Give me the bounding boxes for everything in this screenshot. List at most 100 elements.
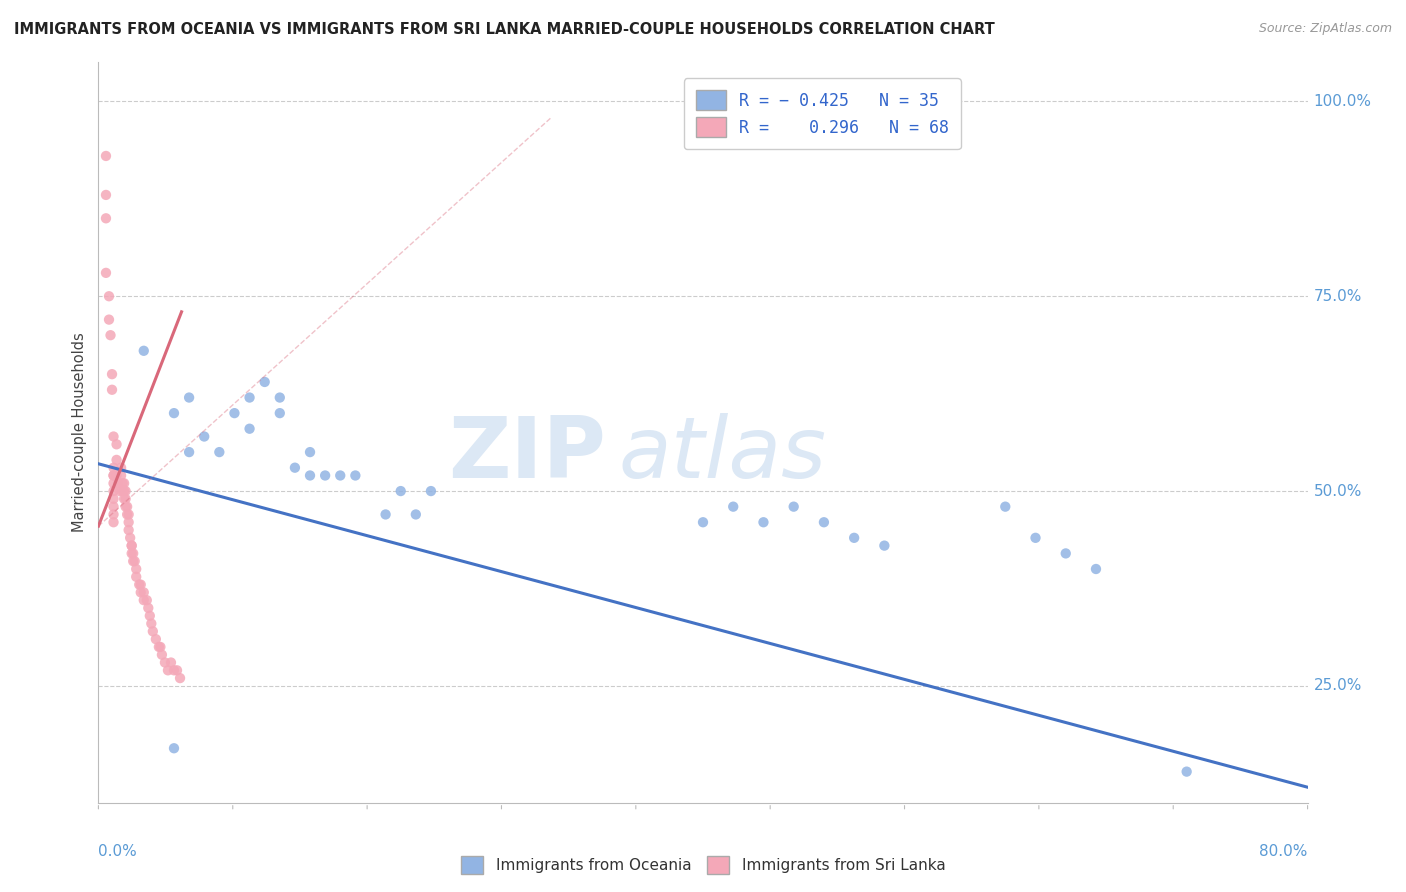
Text: atlas: atlas (619, 413, 827, 496)
Point (128, 577, 150, 591)
Point (148, 640, 170, 654)
Point (118, 515, 141, 529)
Point (121, 539, 143, 553)
Point (813, 515, 835, 529)
Point (124, 554, 146, 568)
Point (125, 570, 148, 584)
Text: 0.0%: 0.0% (98, 844, 138, 858)
Point (103, 491, 125, 506)
Point (224, 406, 246, 420)
Point (108, 484, 131, 499)
Point (94, 149, 117, 163)
Point (994, 500, 1017, 514)
Point (111, 476, 134, 491)
Point (111, 484, 134, 499)
Point (239, 422, 262, 436)
Point (132, 585, 155, 599)
Point (94, 211, 117, 226)
Point (103, 476, 125, 491)
Point (125, 562, 148, 576)
Point (163, 406, 186, 420)
Point (783, 500, 806, 514)
Point (94, 266, 117, 280)
Text: IMMIGRANTS FROM OCEANIA VS IMMIGRANTS FROM SRI LANKA MARRIED-COUPLE HOUSEHOLDS C: IMMIGRANTS FROM OCEANIA VS IMMIGRANTS FR… (14, 22, 995, 37)
Point (1175, 764, 1198, 779)
Legend: R = − 0.425   N = 35, R =    0.296   N = 68: R = − 0.425 N = 35, R = 0.296 N = 68 (683, 78, 960, 149)
Point (208, 445, 231, 459)
Point (114, 500, 136, 514)
Point (692, 515, 714, 529)
Point (299, 445, 322, 459)
Point (150, 648, 173, 662)
Point (115, 500, 138, 514)
Point (132, 343, 155, 358)
Point (121, 539, 143, 553)
Point (103, 515, 125, 529)
Point (136, 601, 159, 615)
Point (121, 546, 143, 560)
Point (269, 391, 291, 405)
Point (100, 328, 122, 343)
Point (405, 508, 427, 522)
Point (98, 312, 121, 326)
Point (160, 656, 183, 670)
Point (873, 539, 896, 553)
Text: 25.0%: 25.0% (1313, 679, 1362, 693)
Point (110, 460, 132, 475)
Y-axis label: Married-couple Households: Married-couple Households (72, 333, 87, 533)
Text: 75.0%: 75.0% (1313, 289, 1362, 304)
Point (169, 671, 191, 685)
Point (112, 484, 135, 499)
Point (94, 188, 117, 202)
Point (101, 367, 124, 381)
Point (105, 468, 128, 483)
Point (141, 616, 163, 631)
Text: 100.0%: 100.0% (1313, 94, 1372, 109)
Point (135, 593, 157, 607)
Point (120, 531, 142, 545)
Text: Source: ZipAtlas.com: Source: ZipAtlas.com (1258, 22, 1392, 36)
Point (239, 391, 262, 405)
Point (114, 484, 136, 499)
Point (1024, 531, 1046, 545)
Point (122, 546, 145, 560)
Point (153, 656, 176, 670)
Text: ZIP: ZIP (449, 413, 606, 496)
Point (112, 476, 135, 491)
Text: 50.0%: 50.0% (1313, 483, 1362, 499)
Point (314, 468, 336, 483)
Point (115, 508, 138, 522)
Point (389, 484, 412, 499)
Point (110, 468, 132, 483)
Point (1054, 546, 1077, 560)
Point (145, 632, 167, 647)
Point (374, 508, 396, 522)
Point (1085, 562, 1108, 576)
Point (142, 624, 165, 639)
Point (284, 460, 307, 475)
Point (122, 554, 145, 568)
Point (723, 500, 745, 514)
Point (103, 500, 125, 514)
Text: 80.0%: 80.0% (1260, 844, 1308, 858)
Point (107, 476, 129, 491)
Point (98, 289, 121, 303)
Point (103, 429, 125, 443)
Point (166, 663, 188, 677)
Point (844, 531, 866, 545)
Point (132, 593, 155, 607)
Point (103, 468, 125, 483)
Point (112, 491, 135, 506)
Point (103, 460, 125, 475)
Point (179, 445, 201, 459)
Point (129, 577, 152, 591)
Point (752, 515, 775, 529)
Point (163, 663, 186, 677)
Point (103, 508, 125, 522)
Point (179, 391, 201, 405)
Point (193, 429, 215, 443)
Legend: Immigrants from Oceania, Immigrants from Sri Lanka: Immigrants from Oceania, Immigrants from… (454, 850, 952, 880)
Point (129, 585, 152, 599)
Point (101, 383, 124, 397)
Point (118, 523, 141, 537)
